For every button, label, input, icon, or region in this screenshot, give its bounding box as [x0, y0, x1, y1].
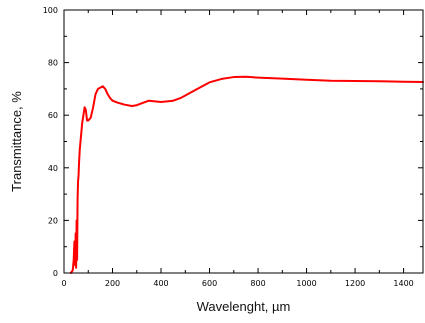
plot-frame	[63, 9, 424, 274]
series-line	[69, 75, 424, 274]
y-tick-label: 0	[53, 269, 58, 278]
y-axis-title: Transmittance, %	[9, 91, 24, 192]
x-tick-label: 400	[153, 279, 168, 288]
axis-ticks: 0 200 400 600 800 1000 1200 1400 0 20 40 60 80 100	[43, 6, 423, 288]
x-tick-label: 200	[105, 279, 120, 288]
y-tick-label: 80	[48, 59, 58, 68]
y-tick-label: 20	[48, 216, 58, 225]
y-tick-label: 100	[43, 6, 58, 15]
x-tick-label: 1200	[345, 279, 365, 288]
x-tick-label: 1000	[296, 279, 316, 288]
x-tick-label: 0	[61, 279, 66, 288]
x-tick-label: 800	[250, 279, 265, 288]
y-tick-label: 60	[48, 111, 58, 120]
x-tick-label: 1400	[393, 279, 413, 288]
series-group	[69, 75, 424, 274]
x-axis-title: Wavelenght, µm	[197, 299, 291, 314]
y-tick-label: 40	[48, 164, 58, 173]
x-tick-label: 600	[202, 279, 217, 288]
